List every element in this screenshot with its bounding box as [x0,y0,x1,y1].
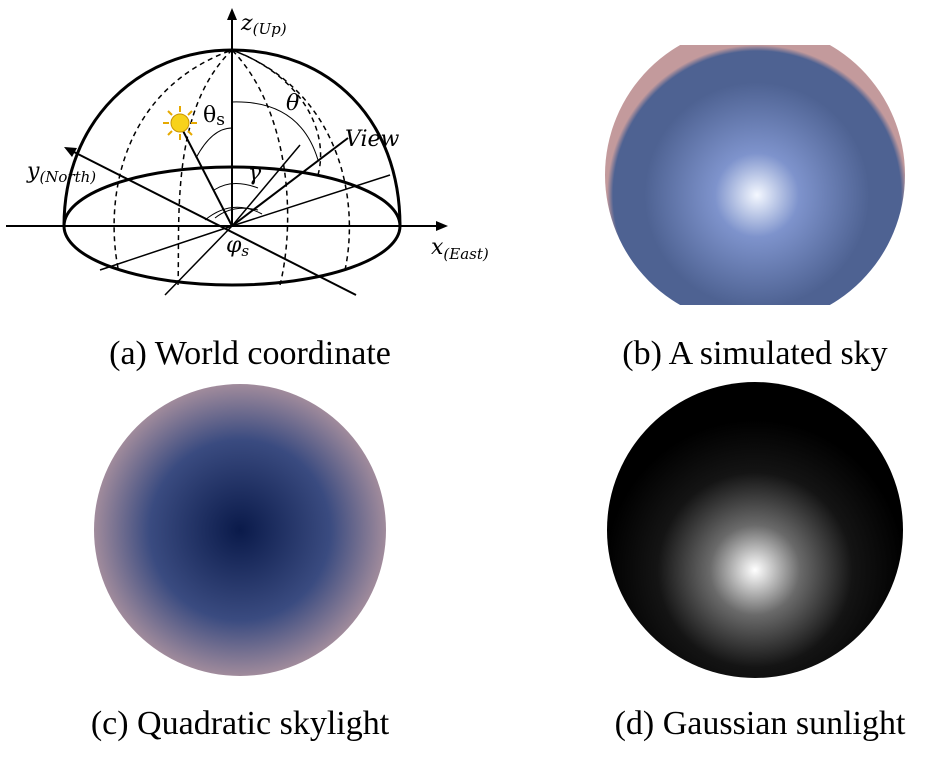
phi-s-subscript: s [241,242,249,260]
meridian-dashed-1 [113,49,233,269]
simulated-sky-disc [605,25,905,325]
panel-b-simulated-sky [600,25,910,325]
view-label: View [345,127,400,152]
x-axis-subscript: (East) [443,245,488,263]
meridian-dashed-5 [231,49,322,176]
ray-west [99,225,233,271]
ray-southwest [164,225,233,296]
z-axis-label: z [240,11,253,36]
caption-c: (c) Quadratic skylight [90,705,390,742]
z-axis-arrow [227,8,237,20]
gaussian-sunlight-image [607,382,903,678]
world-coordinate-diagram: z(Up) y(North) x(East) θs θ View γ φs [6,8,489,296]
gaussian-sunlight-disc [607,382,903,678]
z-axis-subscript: (Up) [253,20,287,38]
ray-northeast-1 [231,174,391,227]
panel-a-world-coordinate: z(Up) y(North) x(East) θs θ View γ φs [0,0,520,310]
theta-arc [231,101,319,161]
view-direction-line [231,137,349,227]
sun-icon [163,106,197,140]
panel-d-gaussian-sunlight [605,380,915,690]
panel-c-quadratic-skylight [90,380,390,680]
gamma-arc [213,183,259,191]
svg-text:z(Up): z(Up) [240,11,287,38]
gamma-label: γ [248,161,262,186]
svg-text:x(East): x(East) [431,235,489,263]
y-axis-arrow [64,147,77,157]
svg-text:θs: θs [203,103,225,130]
y-axis-label: y [26,159,40,184]
phi-s-arc-2 [204,206,263,221]
caption-b: (b) A simulated sky [622,335,888,372]
theta-label: θ [286,91,299,116]
sun-direction-line [179,124,233,227]
y-axis [69,149,357,296]
phi-s-arc [214,207,259,219]
theta-s-arc [195,127,233,159]
ray-northeast-2 [231,144,301,227]
meridian-dashed-2 [177,49,233,286]
meridian-dashed-4 [231,49,351,271]
caption-a: (a) World coordinate [109,335,391,372]
theta-s-subscript: s [216,110,225,130]
simulated-sky-image [605,25,905,325]
theta-s-label: θ [203,103,216,128]
svg-text:φs: φs [226,233,249,260]
quadratic-skylight-image [94,384,386,676]
x-axis-arrow [436,221,448,231]
y-axis-subscript: (North) [39,168,96,186]
x-axis-label: x [431,235,444,260]
svg-text:y(North): y(North) [26,159,96,186]
caption-d: (d) Gaussian sunlight [614,705,906,742]
phi-s-label: φ [226,233,242,258]
quadratic-skylight-disc [94,384,386,676]
